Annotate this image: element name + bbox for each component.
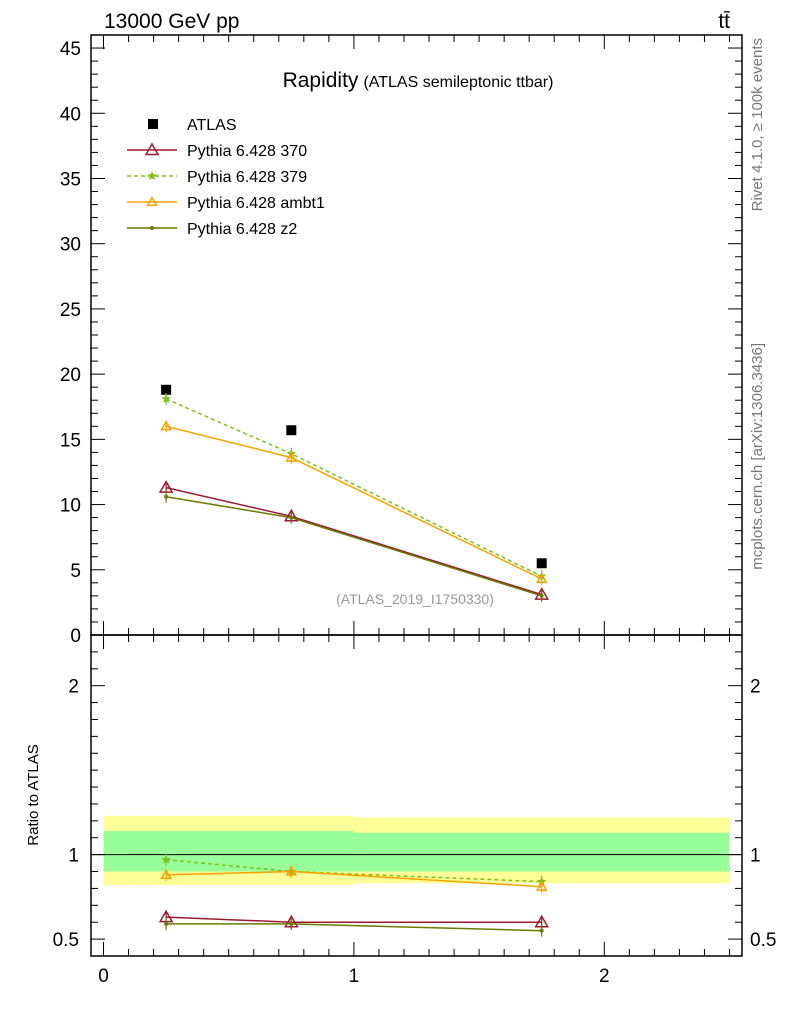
- main-series-marker: [160, 420, 172, 431]
- main-series-marker: [289, 515, 294, 520]
- atlas-data-point: [286, 425, 297, 436]
- ratio-y-tick-label-right: 0.5: [750, 930, 776, 951]
- ratio-series-marker: [164, 921, 169, 926]
- ratio-y-tick-label: 2: [68, 677, 79, 698]
- ratio-y-tick-label-right: 1: [750, 846, 761, 867]
- legend-marker: [146, 195, 158, 207]
- atlas-data-point: [161, 384, 172, 395]
- ratio-uncertainty-bands: [103, 815, 730, 886]
- ratio-series-line: [166, 923, 542, 932]
- band-inner-1: [353, 832, 730, 872]
- source-label: mcplots.cern.ch [arXiv:1306.3436]: [749, 343, 766, 570]
- legend-entry: ATLAS: [148, 117, 237, 134]
- ratio-y-tick-label: 1: [68, 846, 79, 867]
- main-y-tick-label: 30: [60, 235, 81, 256]
- ratio-y-tick-label-right: 2: [750, 677, 761, 698]
- main-y-tick-label: 20: [60, 365, 81, 386]
- main-series-line: [165, 495, 542, 597]
- main-title: Rapidity (ATLAS semileptonic ttbar): [283, 69, 554, 92]
- main-series-1: [158, 480, 549, 601]
- ratio-series-marker: [160, 868, 172, 880]
- legend-atlas-marker: [148, 119, 158, 129]
- main-y-tick-label: 15: [60, 430, 81, 451]
- energy-label: 13000 GeV pp: [104, 10, 239, 33]
- atlas-data-point: [536, 558, 547, 569]
- main-y-tick-label: 25: [60, 300, 81, 321]
- legend: ATLAS Pythia 6.428 370 Pythia 6.428 379 Pyt…: [127, 117, 325, 238]
- main-y-tick-label: 40: [60, 104, 81, 125]
- main-y-tick-label: 5: [70, 561, 81, 582]
- main-series-marker: [164, 494, 169, 499]
- ratio-series-marker: [535, 880, 548, 891]
- legend-marker: [147, 171, 157, 180]
- main-series-marker: [161, 393, 171, 403]
- legend-label: Pythia 6.428 z2: [187, 221, 297, 238]
- ratio-series-marker: [161, 854, 171, 864]
- main-series-marker: [285, 451, 298, 462]
- main-series-4: [164, 490, 544, 602]
- legend-entry: Pythia 6.428 379: [127, 169, 307, 186]
- rivet-label: Rivet 4.1.0, ≥ 100k events: [749, 38, 766, 211]
- legend-label: Pythia 6.428 ambt1: [187, 195, 325, 212]
- ratio-series-line: [166, 916, 542, 923]
- ratio-series-marker: [539, 928, 544, 933]
- analysis-id-label: (ATLAS_2019_I1750330): [336, 591, 494, 607]
- ratio-y-tick-label: 0.5: [53, 930, 79, 951]
- legend-marker: [144, 142, 160, 156]
- legend-entry: Pythia 6.428 ambt1: [127, 195, 325, 212]
- main-series-0: [161, 384, 547, 569]
- main-series-marker: [535, 572, 548, 584]
- ratio-series-marker: [289, 921, 294, 926]
- legend-entry: Pythia 6.428 z2: [127, 221, 297, 238]
- ratio-axis-label: Ratio to ATLAS: [25, 744, 42, 845]
- legend-label: Pythia 6.428 370: [187, 143, 307, 160]
- ratio-series-3: [164, 917, 544, 937]
- subtitle-text: (ATLAS semileptonic ttbar): [363, 74, 553, 91]
- main-series-3: [160, 420, 548, 585]
- x-tick-label: 0: [98, 966, 109, 987]
- legend-label: ATLAS: [187, 117, 237, 134]
- main-y-tick-label: 45: [60, 39, 81, 60]
- legend-marker: [150, 226, 154, 230]
- legend-label: Pythia 6.428 379: [187, 169, 307, 186]
- main-y-tick-label: 0: [70, 626, 81, 647]
- main-y-tick-label: 10: [60, 496, 81, 517]
- main-y-tick-label: 35: [60, 169, 81, 190]
- series-layer: [158, 384, 549, 937]
- band-inner-0: [103, 830, 354, 872]
- ratio-plot-frame: [90, 634, 743, 957]
- process-label: tt̄: [718, 10, 730, 33]
- legend-entry: Pythia 6.428 370: [127, 142, 307, 160]
- main-series-line: [165, 425, 543, 580]
- x-tick-label: 2: [599, 966, 610, 987]
- axes-layer: 0 5 10 15 20 25 30 35 40 45 0 1 2 0.5 0.5 1 1 2 2: [53, 34, 776, 987]
- ratio-series-2: [160, 865, 548, 893]
- ratio-series-marker: [285, 865, 298, 876]
- title-text: Rapidity: [283, 69, 359, 92]
- x-tick-label: 1: [349, 966, 360, 987]
- main-series-marker: [539, 593, 544, 598]
